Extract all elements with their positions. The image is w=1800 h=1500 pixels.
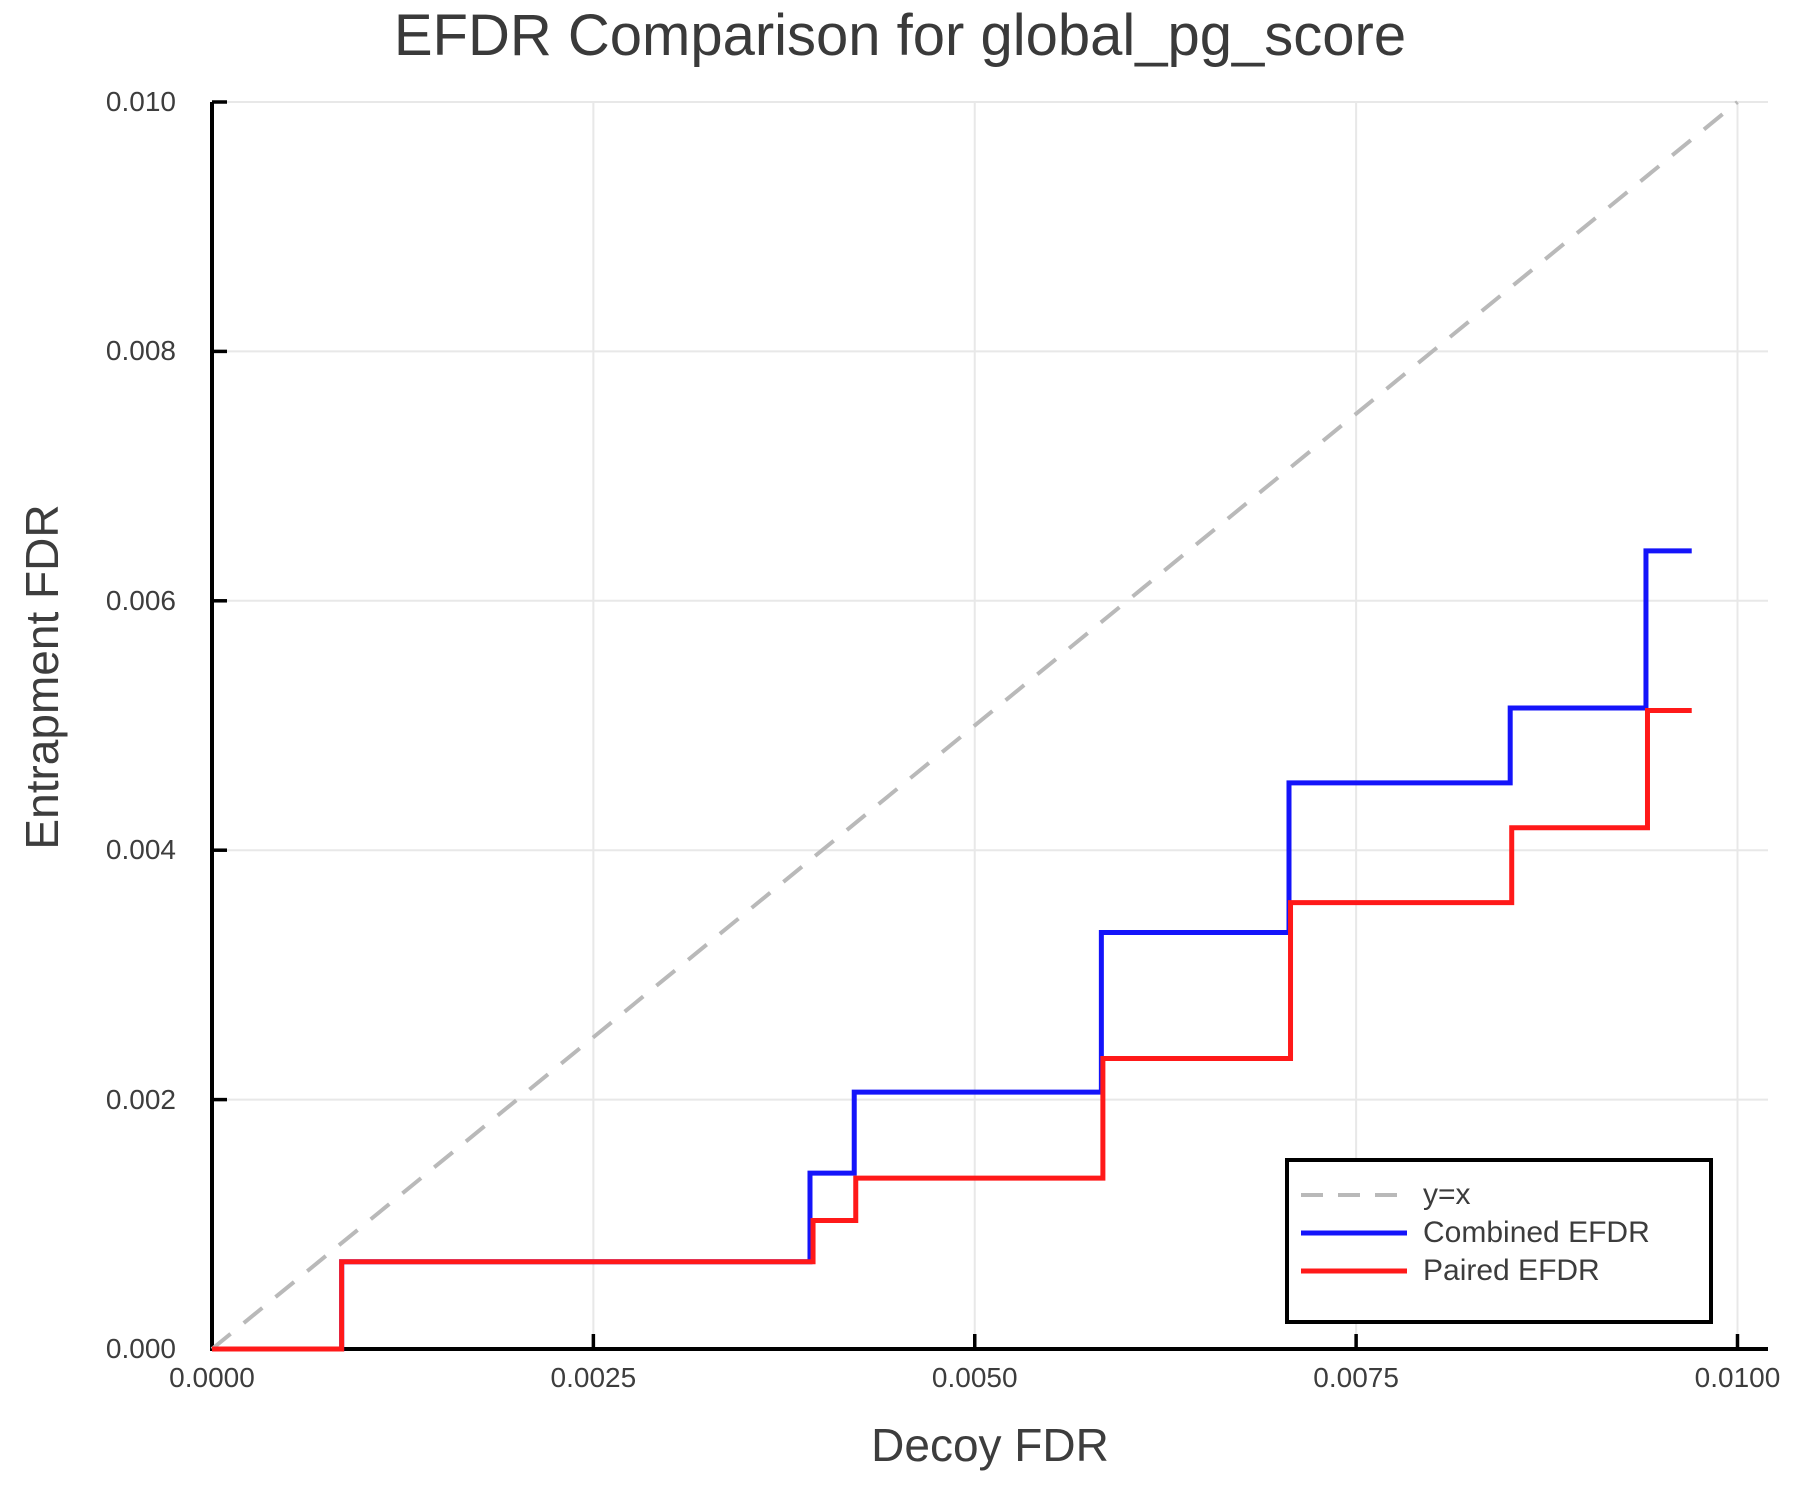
y-tick-label: 0.008 <box>105 335 176 367</box>
x-tick-label: 0.0100 <box>1694 1362 1781 1393</box>
y-tick-label: 0.002 <box>105 1083 176 1115</box>
legend-label: Combined EFDR <box>1423 1216 1650 1249</box>
legend-label: y=x <box>1423 1178 1471 1211</box>
x-tick-label: 0.0000 <box>169 1362 255 1393</box>
y-axis-title: Entrapment FDR <box>16 504 68 850</box>
x-tick-label: 0.0025 <box>550 1362 637 1393</box>
legend-item: y=x <box>1289 1176 1709 1214</box>
y-tick-label: 0.006 <box>105 584 176 616</box>
y-equals-x-line <box>210 100 1739 1351</box>
series-line-paired-efdr <box>212 708 1692 1352</box>
line-swatch-icon <box>1301 1230 1407 1236</box>
x-tick-label: 0.0075 <box>1313 1362 1399 1393</box>
legend-label: Paired EFDR <box>1423 1254 1600 1287</box>
legend: y=x Combined EFDR Paired EFDR <box>1285 1158 1713 1324</box>
line-swatch-icon <box>1301 1268 1407 1274</box>
legend-item: Combined EFDR <box>1289 1214 1709 1252</box>
legend-item: Paired EFDR <box>1289 1252 1709 1290</box>
y-tick-label: 0.004 <box>105 834 176 866</box>
chart-title: EFDR Comparison for global_pg_score <box>393 3 1407 68</box>
dashed-line-swatch-icon <box>1301 1193 1407 1197</box>
x-tick-label: 0.0050 <box>931 1362 1018 1393</box>
y-tick-label: 0.000 <box>105 1333 176 1364</box>
x-axis-title: Decoy FDR <box>871 1419 1109 1471</box>
y-tick-label: 0.010 <box>105 86 176 117</box>
